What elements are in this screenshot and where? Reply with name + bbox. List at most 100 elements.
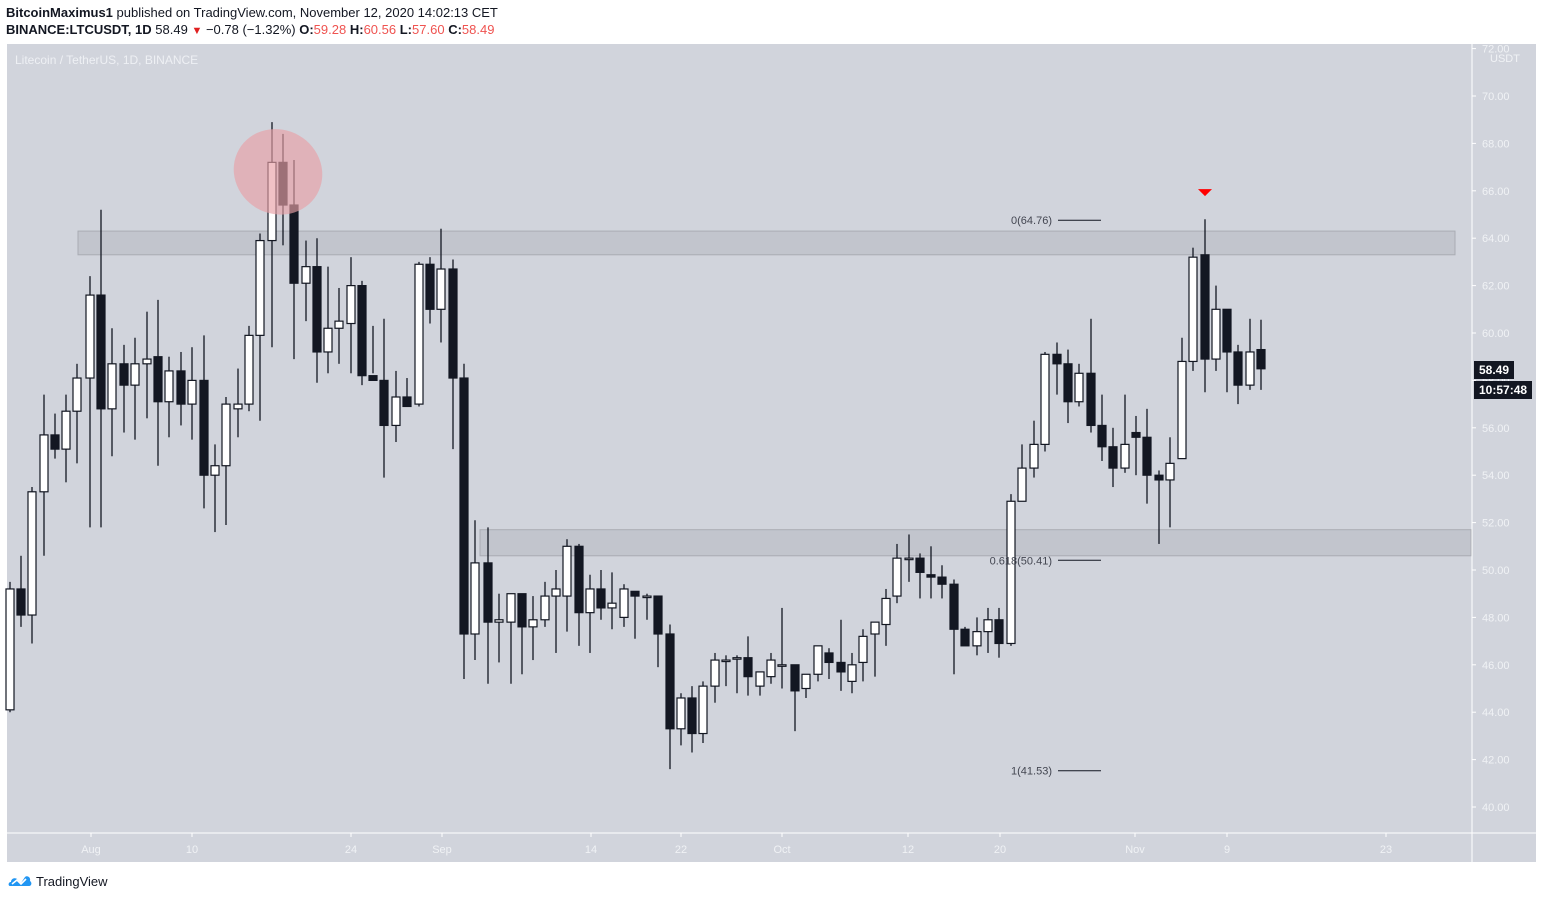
candle-body[interactable] xyxy=(607,602,617,609)
candle-body[interactable] xyxy=(574,545,584,614)
candle-body[interactable] xyxy=(881,597,891,626)
candle-body[interactable] xyxy=(425,263,435,310)
candle-body[interactable] xyxy=(926,574,936,578)
candle-body[interactable] xyxy=(470,562,480,635)
candle-body[interactable] xyxy=(676,697,686,730)
candle-body[interactable] xyxy=(1177,360,1187,460)
candle-body[interactable] xyxy=(357,285,367,377)
candle-body[interactable] xyxy=(368,375,378,382)
candle-body[interactable] xyxy=(1040,353,1050,445)
candle-body[interactable] xyxy=(847,664,857,682)
candle-body[interactable] xyxy=(1188,256,1198,363)
candle-body[interactable] xyxy=(1154,474,1164,481)
candle-body[interactable] xyxy=(540,595,550,621)
candle-body[interactable] xyxy=(562,545,572,597)
candle-body[interactable] xyxy=(1165,462,1175,481)
candle-body[interactable] xyxy=(1006,500,1016,645)
candle-body[interactable] xyxy=(1052,353,1062,365)
candle-body[interactable] xyxy=(459,377,469,635)
candle-body[interactable] xyxy=(1200,254,1210,360)
candle-body[interactable] xyxy=(85,294,95,379)
candle-body[interactable] xyxy=(221,403,231,467)
candle-body[interactable] xyxy=(233,403,243,410)
candle-body[interactable] xyxy=(506,593,516,623)
candle-body[interactable] xyxy=(61,410,71,450)
candle-body[interactable] xyxy=(244,334,254,405)
candle-body[interactable] xyxy=(732,657,742,660)
candle-body[interactable] xyxy=(483,562,493,623)
candle-body[interactable] xyxy=(448,268,458,379)
candle-body[interactable] xyxy=(130,363,140,386)
candle-body[interactable] xyxy=(391,396,401,427)
candle-body[interactable] xyxy=(1017,467,1027,502)
candle-body[interactable] xyxy=(142,358,152,365)
candle-body[interactable] xyxy=(50,434,60,450)
candle-body[interactable] xyxy=(1063,363,1073,403)
support-zone[interactable] xyxy=(479,529,1472,557)
candle-body[interactable] xyxy=(1086,372,1096,427)
candle-body[interactable] xyxy=(585,588,595,614)
candle-body[interactable] xyxy=(153,356,163,403)
candle-body[interactable] xyxy=(551,588,561,597)
candle-body[interactable] xyxy=(653,595,663,635)
candle-body[interactable] xyxy=(1245,351,1255,386)
candle-body[interactable] xyxy=(210,465,220,476)
candle-body[interactable] xyxy=(1222,308,1232,353)
candle-body[interactable] xyxy=(983,619,993,633)
candle-body[interactable] xyxy=(96,294,106,410)
candle-body[interactable] xyxy=(619,588,629,619)
candle-body[interactable] xyxy=(665,633,675,730)
candle-body[interactable] xyxy=(199,379,209,476)
candle-body[interactable] xyxy=(1233,351,1243,386)
candle-body[interactable] xyxy=(766,659,776,678)
candle-body[interactable] xyxy=(1108,446,1118,469)
candle-body[interactable] xyxy=(698,685,708,735)
candle-body[interactable] xyxy=(176,370,186,405)
candle-body[interactable] xyxy=(949,583,959,630)
candle-body[interactable] xyxy=(915,557,925,573)
candle-body[interactable] xyxy=(743,657,753,678)
candle-body[interactable] xyxy=(630,590,640,597)
candle-body[interactable] xyxy=(379,379,389,427)
candle-body[interactable] xyxy=(27,491,37,616)
candle-body[interactable] xyxy=(960,628,970,647)
candle-body[interactable] xyxy=(937,576,947,585)
candle-body[interactable] xyxy=(994,619,1004,645)
candle-body[interactable] xyxy=(289,204,299,284)
candle-body[interactable] xyxy=(323,327,333,353)
sell-arrow-icon[interactable] xyxy=(1198,189,1212,197)
candle-body[interactable] xyxy=(1097,424,1107,448)
candle-body[interactable] xyxy=(1120,443,1130,469)
highlight-circle[interactable] xyxy=(218,113,338,231)
candle-body[interactable] xyxy=(870,621,880,635)
candle-body[interactable] xyxy=(1142,436,1152,476)
candle-body[interactable] xyxy=(39,434,49,493)
candle-body[interactable] xyxy=(755,671,765,687)
candle-body[interactable] xyxy=(16,588,26,616)
candle-body[interactable] xyxy=(642,595,652,599)
candle-body[interactable] xyxy=(1131,431,1141,438)
candle-body[interactable] xyxy=(72,377,82,412)
candle-body[interactable] xyxy=(119,363,129,386)
candle-body[interactable] xyxy=(1211,308,1221,360)
candle-body[interactable] xyxy=(1029,443,1039,469)
candle-body[interactable] xyxy=(402,396,412,408)
candle-body[interactable] xyxy=(801,673,811,690)
candle-body[interactable] xyxy=(414,263,424,405)
candle-body[interactable] xyxy=(346,285,356,325)
candle-body[interactable] xyxy=(494,619,504,623)
candle-body[interactable] xyxy=(107,363,117,410)
resistance-zone[interactable] xyxy=(77,230,1456,256)
candle-body[interactable] xyxy=(790,664,800,692)
candle-body[interactable] xyxy=(904,557,914,561)
candle-body[interactable] xyxy=(687,697,697,735)
candle-body[interactable] xyxy=(777,664,787,667)
candle-body[interactable] xyxy=(813,645,823,675)
candle-body[interactable] xyxy=(892,557,902,597)
tradingview-brand[interactable]: TradingView xyxy=(36,873,108,889)
candle-body[interactable] xyxy=(528,619,538,628)
candle-body[interactable] xyxy=(5,588,15,711)
candle-body[interactable] xyxy=(721,659,731,663)
candle-body[interactable] xyxy=(596,588,606,609)
